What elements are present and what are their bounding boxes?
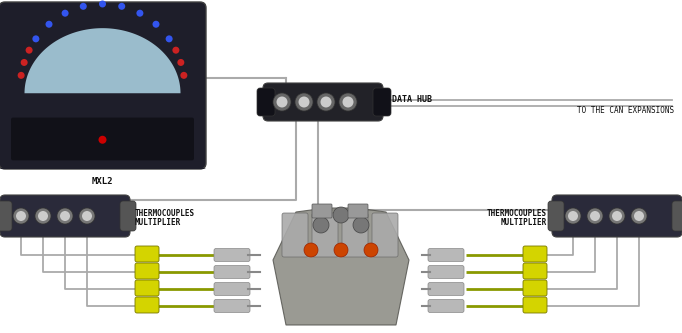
FancyBboxPatch shape xyxy=(214,265,250,278)
Circle shape xyxy=(32,35,40,42)
Circle shape xyxy=(57,208,73,224)
Text: MULTIPLIER: MULTIPLIER xyxy=(501,218,547,227)
Circle shape xyxy=(16,211,26,221)
FancyBboxPatch shape xyxy=(428,265,464,278)
Circle shape xyxy=(321,97,331,108)
Text: MULTIPLIER: MULTIPLIER xyxy=(135,218,181,227)
FancyBboxPatch shape xyxy=(672,201,682,231)
FancyBboxPatch shape xyxy=(428,299,464,312)
Circle shape xyxy=(612,211,622,221)
FancyBboxPatch shape xyxy=(214,282,250,295)
Circle shape xyxy=(273,93,291,111)
FancyBboxPatch shape xyxy=(548,201,564,231)
Polygon shape xyxy=(25,28,181,93)
Circle shape xyxy=(20,59,28,66)
FancyBboxPatch shape xyxy=(0,2,206,169)
Circle shape xyxy=(61,10,69,17)
Text: DATA HUB: DATA HUB xyxy=(392,95,432,104)
Circle shape xyxy=(46,21,53,28)
Circle shape xyxy=(60,211,70,221)
Circle shape xyxy=(136,10,143,17)
FancyBboxPatch shape xyxy=(342,213,368,257)
FancyBboxPatch shape xyxy=(523,246,547,262)
Circle shape xyxy=(634,211,644,221)
FancyBboxPatch shape xyxy=(523,297,547,313)
Circle shape xyxy=(565,208,581,224)
FancyBboxPatch shape xyxy=(135,263,159,279)
Circle shape xyxy=(180,72,188,79)
Circle shape xyxy=(26,47,33,54)
Circle shape xyxy=(342,97,353,108)
Circle shape xyxy=(364,243,378,257)
Text: THERMOCOUPLES: THERMOCOUPLES xyxy=(487,209,547,218)
Circle shape xyxy=(38,211,48,221)
Polygon shape xyxy=(273,208,409,325)
Circle shape xyxy=(590,211,600,221)
Circle shape xyxy=(313,217,329,233)
FancyBboxPatch shape xyxy=(263,83,383,121)
Circle shape xyxy=(299,97,310,108)
Circle shape xyxy=(295,93,313,111)
FancyBboxPatch shape xyxy=(11,118,194,161)
Circle shape xyxy=(317,93,335,111)
FancyBboxPatch shape xyxy=(0,195,130,237)
Text: MXL2: MXL2 xyxy=(92,177,113,186)
FancyBboxPatch shape xyxy=(552,195,682,237)
FancyBboxPatch shape xyxy=(120,201,136,231)
Circle shape xyxy=(79,208,95,224)
Circle shape xyxy=(339,93,357,111)
FancyBboxPatch shape xyxy=(257,88,275,116)
FancyBboxPatch shape xyxy=(135,297,159,313)
FancyBboxPatch shape xyxy=(428,248,464,261)
FancyBboxPatch shape xyxy=(312,204,332,218)
FancyBboxPatch shape xyxy=(523,263,547,279)
Text: TO THE CAN EXPANSIONS: TO THE CAN EXPANSIONS xyxy=(577,106,674,115)
Circle shape xyxy=(173,47,179,54)
Circle shape xyxy=(18,72,25,79)
Circle shape xyxy=(118,3,125,10)
Circle shape xyxy=(80,3,87,10)
Circle shape xyxy=(631,208,647,224)
Polygon shape xyxy=(0,13,206,169)
FancyBboxPatch shape xyxy=(214,248,250,261)
FancyBboxPatch shape xyxy=(282,213,308,257)
Circle shape xyxy=(333,207,349,223)
FancyBboxPatch shape xyxy=(0,201,12,231)
Circle shape xyxy=(153,21,160,28)
Circle shape xyxy=(98,136,106,144)
Text: THERMOCOUPLES: THERMOCOUPLES xyxy=(135,209,195,218)
FancyBboxPatch shape xyxy=(372,213,398,257)
FancyBboxPatch shape xyxy=(428,282,464,295)
FancyBboxPatch shape xyxy=(523,280,547,296)
FancyBboxPatch shape xyxy=(135,280,159,296)
FancyBboxPatch shape xyxy=(348,204,368,218)
FancyBboxPatch shape xyxy=(312,213,338,257)
FancyBboxPatch shape xyxy=(373,88,391,116)
Circle shape xyxy=(13,208,29,224)
Circle shape xyxy=(587,208,603,224)
Circle shape xyxy=(276,97,288,108)
Circle shape xyxy=(177,59,184,66)
Circle shape xyxy=(99,0,106,7)
Circle shape xyxy=(334,243,348,257)
FancyBboxPatch shape xyxy=(135,246,159,262)
Circle shape xyxy=(304,243,318,257)
Circle shape xyxy=(568,211,578,221)
Circle shape xyxy=(166,35,173,42)
Circle shape xyxy=(82,211,92,221)
Circle shape xyxy=(35,208,51,224)
FancyBboxPatch shape xyxy=(214,299,250,312)
Circle shape xyxy=(609,208,625,224)
Circle shape xyxy=(353,217,369,233)
